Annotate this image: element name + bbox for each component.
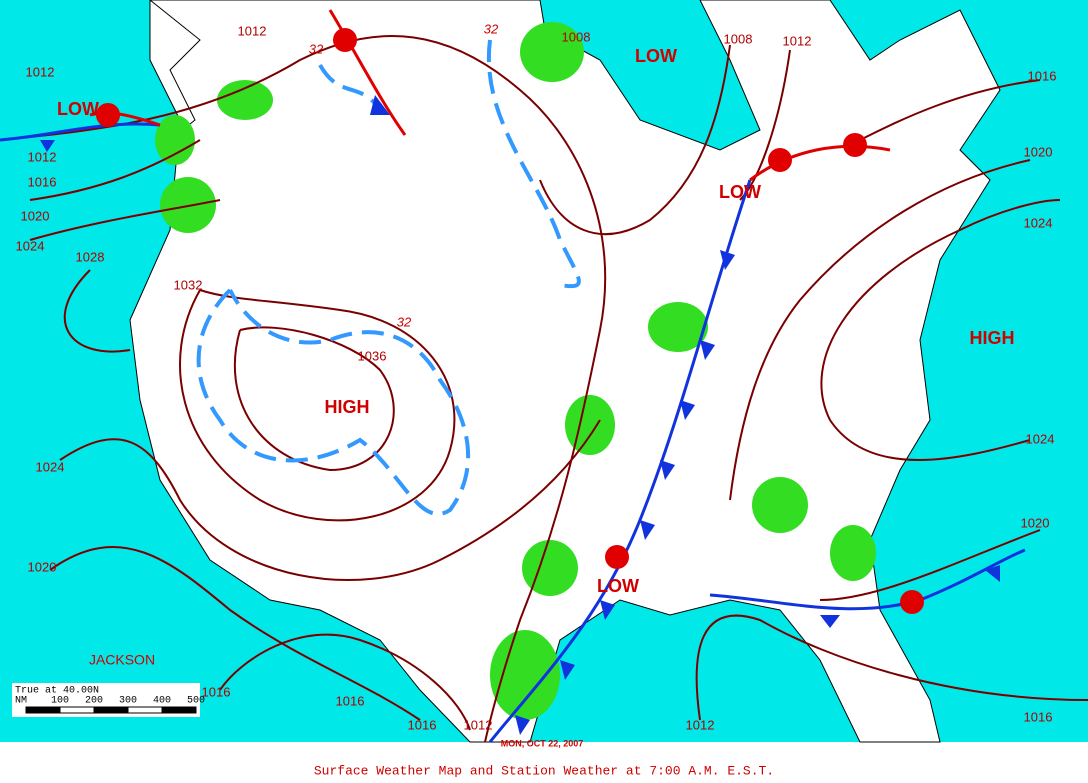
pressure-center: LOW — [597, 576, 639, 596]
isobar-label: 1032 — [174, 277, 203, 292]
scale-tick-label: 100 — [51, 696, 69, 707]
isobar-label: 1012 — [783, 33, 812, 48]
isobar-label: 1028 — [76, 249, 105, 264]
isobar-label: 1012 — [464, 717, 493, 732]
isobar-label: 1012 — [238, 23, 267, 38]
isobar-label: 1024 — [36, 459, 65, 474]
freezing-label: 32 — [309, 41, 324, 56]
city-label: JACKSON — [89, 652, 155, 668]
isobar-label: 1008 — [562, 29, 591, 44]
scale-segment — [59, 706, 95, 714]
scale-segment — [127, 706, 163, 714]
isobar-label: 1020 — [1024, 144, 1053, 159]
isobar-label: 1016 — [28, 174, 57, 189]
land — [129, 0, 1001, 743]
isobar-label: 1024 — [1024, 215, 1053, 230]
isobar-label: 1016 — [408, 717, 437, 732]
pressure-center: LOW — [57, 99, 99, 119]
scale-tick-label: 500 — [187, 696, 205, 707]
scale-tick-label: 400 — [153, 696, 171, 707]
caption: Surface Weather Map and Station Weather … — [314, 763, 774, 778]
isobars — [0, 35, 1088, 743]
isobar-label: 1016 — [1024, 709, 1053, 724]
pressure-center: HIGH — [325, 397, 370, 417]
isobar-label: 1024 — [16, 238, 45, 253]
isobar-label: 1036 — [358, 348, 387, 363]
pressure-center: LOW — [719, 182, 761, 202]
isobar-label: 1024 — [1026, 431, 1055, 446]
scale-unit: NM — [15, 696, 27, 707]
scale-segment — [25, 706, 61, 714]
scale-segment — [93, 706, 129, 714]
isobar-label: 1016 — [336, 693, 365, 708]
scale-title: True at 40.00N — [15, 686, 99, 697]
fronts — [0, 9, 1026, 743]
isobar-label: 1020 — [21, 208, 50, 223]
isobar-label: 1012 — [26, 64, 55, 79]
pressure-center: HIGH — [970, 328, 1015, 348]
isobar-label: 1008 — [724, 31, 753, 46]
isobar-label: 1016 — [202, 684, 231, 699]
freezing-label: 32 — [484, 21, 499, 36]
scale-tick-label: 200 — [85, 696, 103, 707]
isobar-label: 1016 — [1028, 68, 1057, 83]
scale-bar: True at 40.00N NM 100 200 300 400 500 — [12, 683, 205, 717]
isobar-labels: 1012 1012 1012 1016 1020 1024 1028 1032 … — [16, 23, 1057, 732]
isobar-label: 1020 — [28, 559, 57, 574]
isobar-label: 1012 — [28, 149, 57, 164]
map-date: MON, OCT 22, 2007 — [501, 738, 584, 748]
scale-segment — [161, 706, 197, 714]
precipitation — [155, 22, 876, 720]
scale-tick-label: 300 — [119, 696, 137, 707]
isobar-label: 1012 — [686, 717, 715, 732]
pressure-center: LOW — [635, 46, 677, 66]
freezing-label: 32 — [397, 314, 412, 329]
isobar-label: 1020 — [1021, 515, 1050, 530]
